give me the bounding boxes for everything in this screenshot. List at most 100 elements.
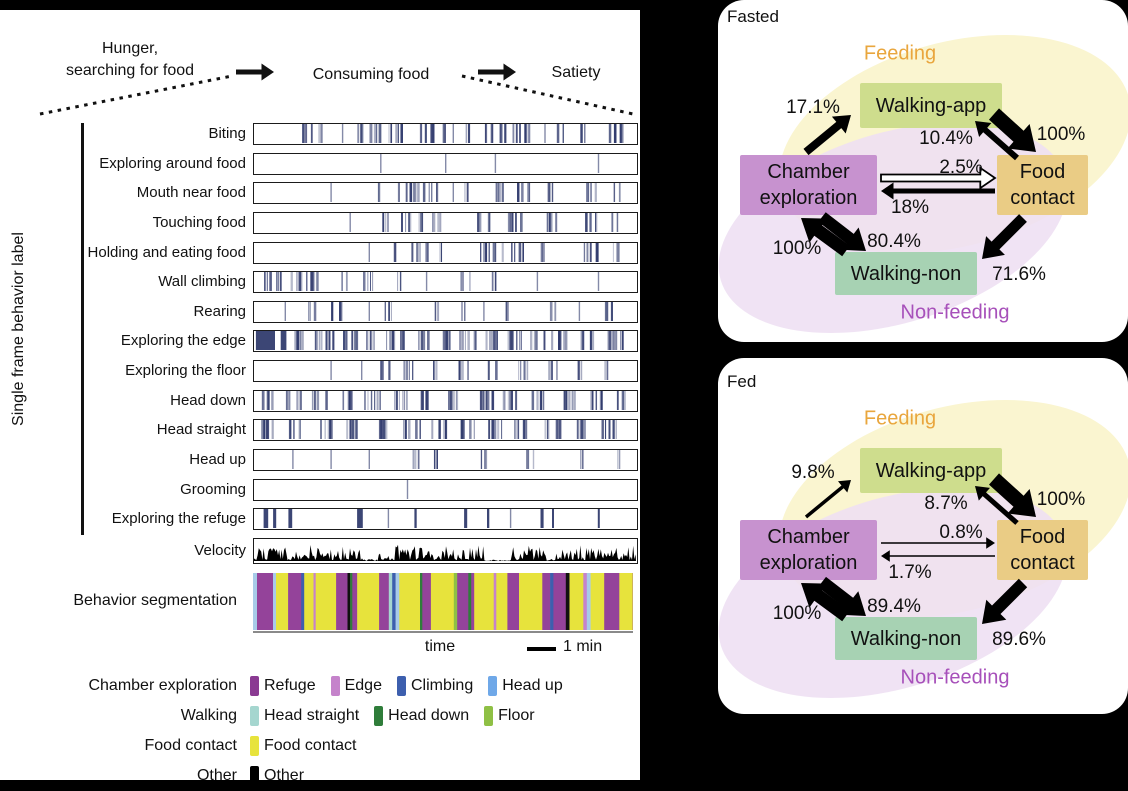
transition-label-app-food: 100% [1037, 124, 1086, 146]
legend-row: Food contact Food contact [0, 731, 640, 761]
raster-row [253, 182, 638, 204]
legend-swatch-refuge [250, 676, 259, 696]
row-label: Exploring the edge [0, 331, 246, 351]
raster-ticks [254, 272, 636, 291]
ethogram-panel: Hunger, searching for food Consuming foo… [0, 10, 640, 780]
legend-item-label: Climbing [411, 677, 473, 695]
flow-stage-consuming: Consuming food [291, 64, 451, 86]
arrow-food-chamber [881, 550, 995, 562]
raster-ticks [254, 154, 636, 173]
legend-category-label: Food contact [0, 737, 237, 755]
arrow-food-non [982, 214, 1027, 259]
raster-row [253, 123, 638, 145]
arrow-app-food [989, 473, 1036, 517]
diagram-title: Fasted [727, 7, 779, 27]
raster-ticks [254, 420, 636, 439]
legend-item: Other [250, 766, 304, 786]
raster-ticks [254, 302, 636, 321]
flow-stage-hunger-line2: searching for food [66, 62, 194, 79]
transition-label-food-chamber: 18% [891, 197, 929, 219]
raster-ticks [254, 391, 636, 410]
row-label: Holding and eating food [0, 243, 246, 263]
flow-arrow-icon [478, 64, 516, 81]
velocity-trace [254, 539, 636, 562]
transition-label-non-chamber: 100% [773, 238, 822, 260]
behavior-segmentation-label: Behavior segmentation [0, 592, 237, 610]
legend-swatch-other [250, 766, 259, 786]
raster-row [253, 301, 638, 323]
legend-category-label: Walking [0, 707, 237, 725]
legend-item: Refuge [250, 676, 316, 696]
legend-swatch-floor [484, 706, 493, 726]
transition-label-chamber-non: 80.4% [867, 231, 921, 253]
raster-ticks [254, 509, 636, 528]
row-label: Biting [0, 124, 246, 144]
flow-stage-hunger-line1: Hunger, [102, 40, 158, 57]
arrow-chamber-app [804, 115, 852, 155]
velocity-trace-box [253, 538, 638, 564]
raster-ticks [254, 331, 636, 350]
scalebar-label: 1 min [563, 638, 602, 656]
arrow-app-food [989, 108, 1036, 152]
nonfeeding-group-label: Non-feeding [901, 302, 1010, 325]
scalebar-line [527, 647, 556, 651]
legend-item-label: Head straight [264, 707, 359, 725]
transition-label-food-non: 71.6% [992, 264, 1046, 286]
row-label: Touching food [0, 213, 246, 233]
raster-row [253, 419, 638, 441]
transition-label-food-non: 89.6% [992, 629, 1046, 651]
legend-items: Food contact [250, 736, 357, 756]
transition-label-chamber-non: 89.4% [867, 596, 921, 618]
legend-item: Food contact [250, 736, 357, 756]
legend-items: Other [250, 766, 304, 786]
row-label: Exploring the floor [0, 361, 246, 381]
arrow-food-non [982, 579, 1027, 624]
raster-row [253, 212, 638, 234]
raster-ticks [254, 361, 636, 380]
time-axis-line [253, 631, 633, 633]
transition-label-chamber-app: 17.1% [786, 97, 840, 119]
raster-row [253, 242, 638, 264]
legend-swatch-head-down [374, 706, 383, 726]
legend-swatch-food-contact [250, 736, 259, 756]
flow-stage-hunger: Hunger, searching for food [40, 38, 220, 82]
raster-ticks [254, 480, 636, 499]
legend-swatch-head-up [488, 676, 497, 696]
row-label: Grooming [0, 480, 246, 500]
raster-ticks [254, 124, 636, 143]
transition-label-food-app: 10.4% [919, 128, 973, 150]
transition-label-chamber-food: 0.8% [939, 522, 982, 544]
legend-item: Climbing [397, 676, 473, 696]
diagram-title: Fed [727, 372, 756, 392]
raster-ticks [254, 213, 636, 232]
legend-item-label: Food contact [264, 737, 357, 755]
legend-item: Floor [484, 706, 534, 726]
legend-item-label: Refuge [264, 677, 316, 695]
row-label: Head up [0, 450, 246, 470]
row-label: Mouth near food [0, 183, 246, 203]
row-label: Wall climbing [0, 272, 246, 292]
behavior-segmentation-bar [253, 573, 633, 630]
feeding-group-label: Feeding [864, 43, 936, 66]
legend-swatch-edge [331, 676, 340, 696]
transition-label-food-chamber: 1.7% [888, 562, 931, 584]
row-label: Exploring around food [0, 154, 246, 174]
legend-row: Walking Head straight Head down Floor [0, 701, 640, 731]
nonfeeding-group-label: Non-feeding [901, 667, 1010, 690]
legend-swatch-head-straight [250, 706, 259, 726]
legend-item: Head down [374, 706, 469, 726]
raster-ticks [254, 183, 636, 202]
raster-row [253, 271, 638, 293]
raster-ticks [254, 243, 636, 262]
legend-item: Head up [488, 676, 563, 696]
raster-row [253, 479, 638, 501]
raster-row [253, 360, 638, 382]
row-label: Rearing [0, 302, 246, 322]
legend-item: Head straight [250, 706, 359, 726]
